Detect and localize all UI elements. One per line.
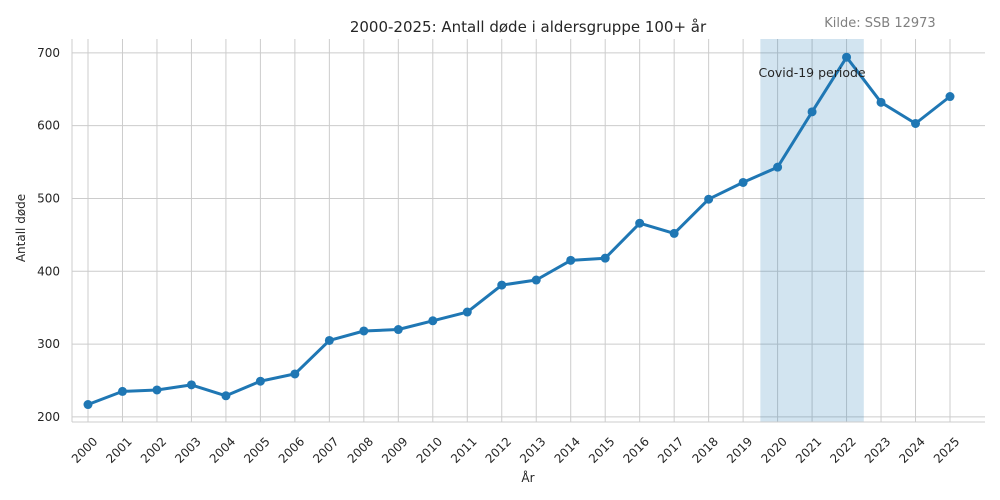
x-tick-label-2014: 2014 bbox=[552, 434, 583, 465]
y-tick-label-200: 200 bbox=[37, 410, 60, 424]
data-point-2012 bbox=[497, 280, 507, 290]
chart-title: 2000-2025: Antall døde i aldersgruppe 10… bbox=[350, 18, 707, 36]
x-tick-label-2003: 2003 bbox=[172, 434, 203, 465]
x-tick-label-2017: 2017 bbox=[655, 434, 686, 465]
data-point-2005 bbox=[255, 376, 265, 386]
data-point-2019 bbox=[738, 177, 748, 187]
x-tick-label-2007: 2007 bbox=[310, 434, 341, 465]
data-point-2007 bbox=[324, 335, 334, 345]
x-tick-label-2023: 2023 bbox=[862, 434, 893, 465]
x-tick-label-2009: 2009 bbox=[379, 434, 410, 465]
data-point-2002 bbox=[152, 385, 162, 395]
data-point-2011 bbox=[462, 307, 472, 317]
x-tick-label-2001: 2001 bbox=[103, 434, 134, 465]
y-tick-labels: 200 300 400 500 600 700 bbox=[37, 46, 60, 424]
x-tick-label-2002: 2002 bbox=[138, 434, 169, 465]
y-tick-label-300: 300 bbox=[37, 337, 60, 351]
x-tick-label-2024: 2024 bbox=[896, 434, 927, 465]
x-tick-label-2016: 2016 bbox=[621, 434, 652, 465]
x-tick-label-2005: 2005 bbox=[241, 434, 272, 465]
x-tick-label-2008: 2008 bbox=[345, 434, 376, 465]
data-point-2016 bbox=[635, 218, 645, 228]
x-tick-label-2010: 2010 bbox=[414, 434, 445, 465]
data-point-2008 bbox=[359, 326, 369, 336]
data-point-2013 bbox=[531, 275, 541, 285]
x-tick-label-2019: 2019 bbox=[724, 434, 755, 465]
x-tick-label-2025: 2025 bbox=[931, 434, 962, 465]
data-points bbox=[83, 52, 955, 410]
x-tick-label-2018: 2018 bbox=[689, 434, 720, 465]
covid-period-band bbox=[760, 39, 864, 422]
y-tick-label-600: 600 bbox=[37, 119, 60, 133]
x-tick-label-2012: 2012 bbox=[483, 434, 514, 465]
data-point-2010 bbox=[428, 316, 438, 326]
x-tick-label-2022: 2022 bbox=[827, 434, 858, 465]
x-tick-labels: 2000 2001 2002 2003 2004 2005 2006 2007 2008 2009… bbox=[69, 434, 962, 465]
y-tick-label-400: 400 bbox=[37, 264, 60, 278]
data-point-2022 bbox=[842, 52, 852, 62]
x-axis-label: År bbox=[521, 470, 534, 485]
data-point-2003 bbox=[186, 380, 196, 390]
data-point-2004 bbox=[221, 391, 231, 401]
series-line-path bbox=[86, 55, 952, 406]
covid-highlight bbox=[760, 39, 864, 422]
data-point-2000 bbox=[83, 400, 93, 410]
data-point-2017 bbox=[669, 228, 679, 238]
covid-annotation: Covid-19 periode bbox=[759, 65, 866, 80]
x-tick-label-2015: 2015 bbox=[586, 434, 617, 465]
data-point-2014 bbox=[566, 255, 576, 265]
data-point-2015 bbox=[600, 253, 610, 263]
data-point-2018 bbox=[704, 194, 714, 204]
grid bbox=[72, 39, 985, 422]
data-point-2024 bbox=[911, 118, 921, 128]
y-axis-label: Antall døde bbox=[14, 194, 28, 262]
data-point-2023 bbox=[876, 97, 886, 107]
y-tick-label-700: 700 bbox=[37, 46, 60, 60]
x-tick-label-2020: 2020 bbox=[758, 434, 789, 465]
x-tick-label-2000: 2000 bbox=[69, 434, 100, 465]
source-label: Kilde: SSB 12973 bbox=[824, 16, 935, 31]
data-point-2009 bbox=[393, 325, 403, 335]
x-tick-label-2004: 2004 bbox=[207, 434, 238, 465]
data-point-2025 bbox=[945, 92, 955, 102]
y-tick-label-500: 500 bbox=[37, 191, 60, 205]
x-tick-label-2013: 2013 bbox=[517, 434, 548, 465]
axes-spines bbox=[71, 39, 985, 423]
series-line bbox=[86, 55, 952, 406]
x-tick-label-2021: 2021 bbox=[793, 434, 824, 465]
data-point-2021 bbox=[807, 107, 817, 117]
data-point-2001 bbox=[117, 386, 127, 396]
x-tick-label-2006: 2006 bbox=[276, 434, 307, 465]
data-point-2020 bbox=[773, 162, 783, 172]
data-point-2006 bbox=[290, 369, 300, 379]
x-tick-label-2011: 2011 bbox=[448, 434, 479, 465]
